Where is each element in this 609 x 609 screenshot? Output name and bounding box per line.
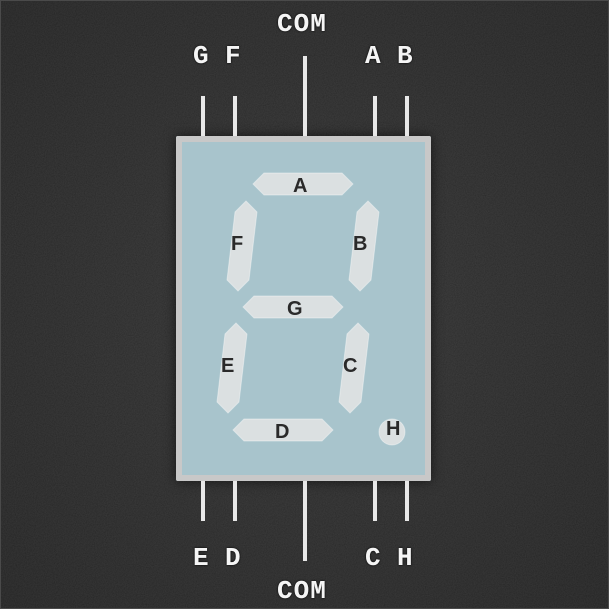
pin-line-B (405, 96, 409, 136)
pin-label-COMt: COM (277, 9, 327, 39)
pin-line-C (373, 481, 377, 521)
pin-label-C: C (365, 543, 382, 573)
pin-label-E: E (193, 543, 210, 573)
diagram-stage: ABCDEFGHGFCOMABEDCOMCH (0, 0, 609, 609)
pin-line-F (233, 96, 237, 136)
pin-label-B: B (397, 41, 414, 71)
pin-label-COMb: COM (277, 576, 327, 606)
segment-label-C: C (343, 355, 357, 378)
pin-line-E (201, 481, 205, 521)
segment-label-A: A (293, 175, 307, 198)
segment-label-D: D (275, 421, 289, 444)
segment-label-E: E (221, 355, 234, 378)
pin-label-D: D (225, 543, 242, 573)
segment-label-F: F (231, 233, 243, 256)
pin-line-H (405, 481, 409, 521)
pin-line-G (201, 96, 205, 136)
pin-line-D (233, 481, 237, 521)
segment-label-B: B (353, 233, 367, 256)
pin-label-A: A (365, 41, 382, 71)
pin-label-H: H (397, 543, 414, 573)
pin-label-G: G (193, 41, 210, 71)
segment-label-H: H (386, 418, 400, 441)
pin-line-A (373, 96, 377, 136)
pin-line-COMt (303, 56, 307, 136)
pin-line-COMb (303, 481, 307, 561)
pin-label-F: F (225, 41, 242, 71)
segment-label-G: G (287, 298, 303, 321)
